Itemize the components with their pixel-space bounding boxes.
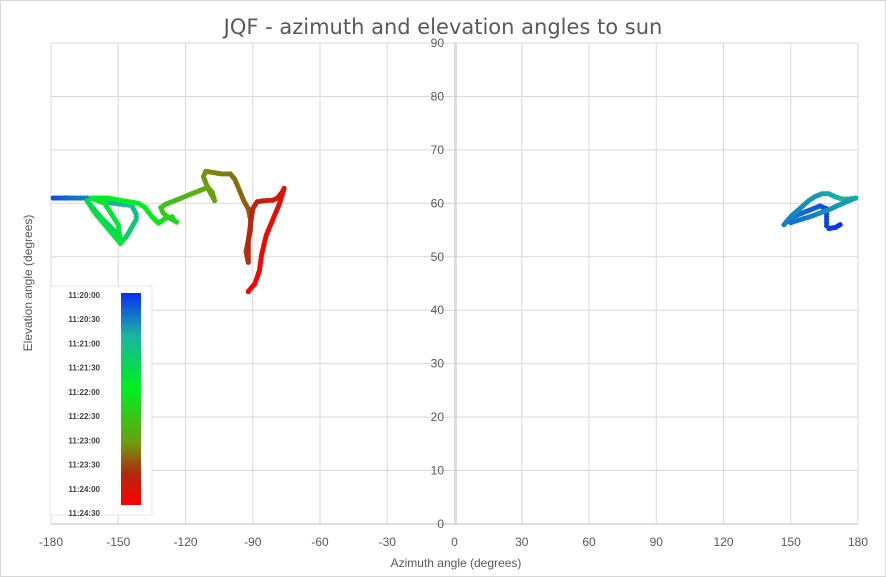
x-tick-label: -30	[379, 535, 397, 549]
colorbar-labels: 11:20:00 11:20:30 11:21:00 11:21:30 11:22:00…	[68, 291, 100, 518]
x-tick-label: -120	[173, 535, 197, 549]
x-tick-label: 150	[781, 535, 801, 549]
colorbar-label: 11:24:30	[68, 509, 100, 518]
colorbar-label: 11:22:00	[68, 388, 100, 397]
colorbar-label: 11:20:00	[68, 291, 100, 300]
x-tick-label: 90	[650, 535, 664, 549]
x-tick-label: 60	[582, 535, 596, 549]
x-tick-label: 0	[451, 535, 458, 549]
y-tick-label: 30	[431, 357, 445, 371]
colorbar-label: 11:23:00	[68, 436, 100, 445]
colorbar-label: 11:23:30	[68, 461, 100, 470]
colorbar-label: 11:20:30	[68, 315, 100, 324]
data-point	[788, 220, 794, 226]
data-point	[245, 288, 251, 295]
x-tick-label: -90	[244, 535, 262, 549]
x-tick-label: -60	[311, 535, 329, 549]
axes	[51, 43, 858, 525]
x-tick-label: 30	[515, 535, 529, 549]
y-tick-label: 60	[431, 196, 445, 210]
colorbar-legend: 11:20:00 11:20:30 11:21:00 11:21:30 11:22:00…	[49, 285, 153, 518]
data-points	[50, 168, 859, 295]
x-tick-label: 120	[713, 535, 733, 549]
x-tick-label: 180	[848, 535, 868, 549]
y-tick-label: 10	[431, 464, 445, 478]
y-tick-label: 40	[431, 303, 445, 317]
y-tick-label: 90	[431, 36, 445, 50]
colorbar-gradient-bar	[121, 293, 141, 505]
x-tick-label: -150	[106, 535, 130, 549]
colorbar-label: 11:24:00	[68, 485, 100, 494]
chart-title: JQF - azimuth and elevation angles to su…	[222, 15, 663, 39]
y-tick-label: 20	[431, 410, 445, 424]
colorbar-label: 11:21:30	[68, 364, 100, 373]
x-tick-label: -180	[39, 535, 63, 549]
colorbar-label: 11:22:30	[68, 412, 100, 421]
y-tick-labels: 0 10 20 30 40 50 60 70 80 90	[431, 36, 445, 531]
y-tick-label: 50	[431, 250, 445, 264]
y-tick-label: 80	[431, 89, 445, 103]
gridlines	[50, 42, 859, 525]
y-tick-label: 70	[431, 143, 445, 157]
x-tick-labels: -180 -150 -120 -90 -60 -30 0 30 60 90 120 150 180	[39, 535, 868, 549]
y-axis-label: Elevation angle (degrees)	[21, 215, 35, 352]
y-tick-label: 0	[437, 517, 444, 531]
x-axis-label: Azimuth angle (degrees)	[391, 556, 522, 570]
colorbar-label: 11:21:00	[68, 339, 100, 348]
